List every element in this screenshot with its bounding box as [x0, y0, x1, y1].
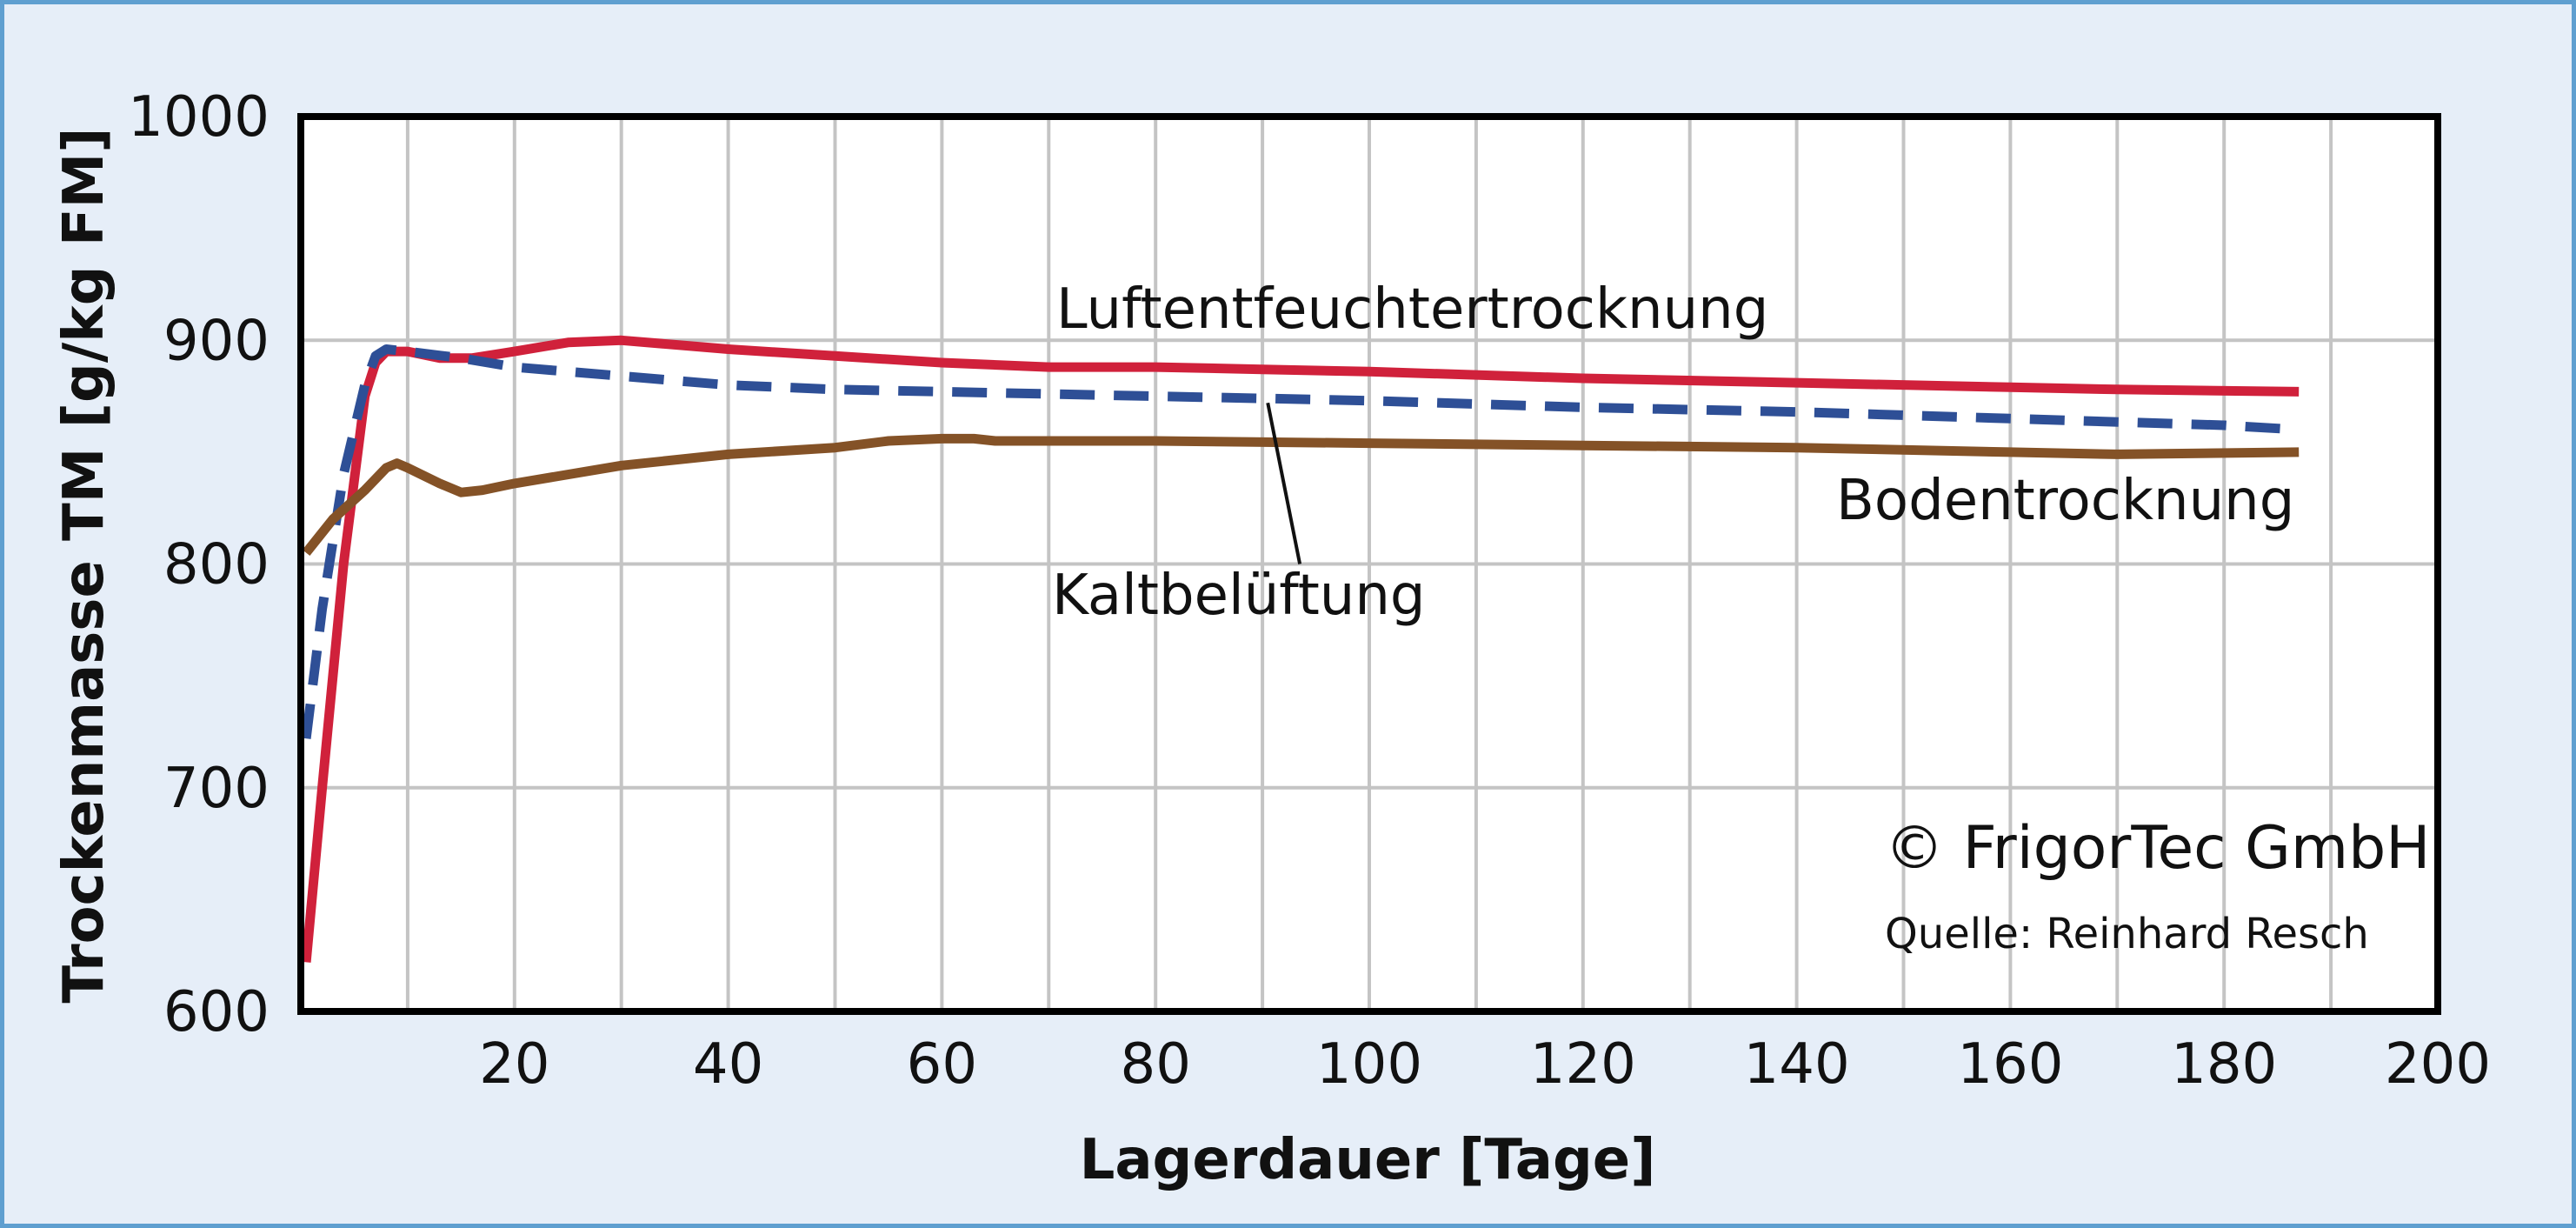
plot-border — [297, 113, 2441, 1015]
x-tick-label: 160 — [1957, 1032, 2063, 1097]
y-tick-label: 800 — [163, 533, 270, 597]
series-line-bodentrocknung — [302, 433, 2300, 557]
x-axis-title: Lagerdauer [Tage] — [1080, 1128, 1656, 1192]
x-tick-label: 120 — [1530, 1032, 1636, 1097]
x-tick-label: 20 — [479, 1032, 549, 1097]
x-tick-label: 180 — [2171, 1032, 2277, 1097]
x-tick-label: 200 — [2385, 1032, 2491, 1097]
x-tick-label: 60 — [907, 1032, 977, 1097]
y-tick-label: 700 — [163, 757, 270, 821]
copyright-note: © FrigorTec GmbH — [1885, 814, 2430, 883]
y-tick-label: 1000 — [128, 85, 270, 150]
y-axis-title: Trockenmasse TM [g/kg FM] — [52, 127, 116, 1003]
y-tick-label: 900 — [163, 309, 270, 373]
x-axis-ticks: 20 40 60 80 100 120 140 160 180 200 — [479, 1032, 2491, 1097]
kaltbelueftung-leader-line — [1266, 402, 1302, 564]
grid-lines — [301, 117, 2438, 1011]
source-note: Quelle: Reinhard Resch — [1885, 910, 2369, 958]
series-lines — [301, 335, 2300, 963]
x-tick-label: 40 — [693, 1032, 763, 1097]
x-tick-label: 100 — [1316, 1032, 1422, 1097]
x-tick-label: 80 — [1120, 1032, 1190, 1097]
y-axis-ticks: 600 700 800 900 1000 — [128, 85, 270, 1044]
x-tick-label: 140 — [1744, 1032, 1850, 1097]
kaltbelueftung-label: Kaltbelüftung — [1052, 564, 1426, 628]
luftentfeuchtertrocknung-label: Luftentfeuchtertrocknung — [1056, 277, 1768, 342]
y-tick-label: 600 — [163, 980, 270, 1044]
bodentrocknung-label: Bodentrocknung — [1836, 469, 2294, 533]
